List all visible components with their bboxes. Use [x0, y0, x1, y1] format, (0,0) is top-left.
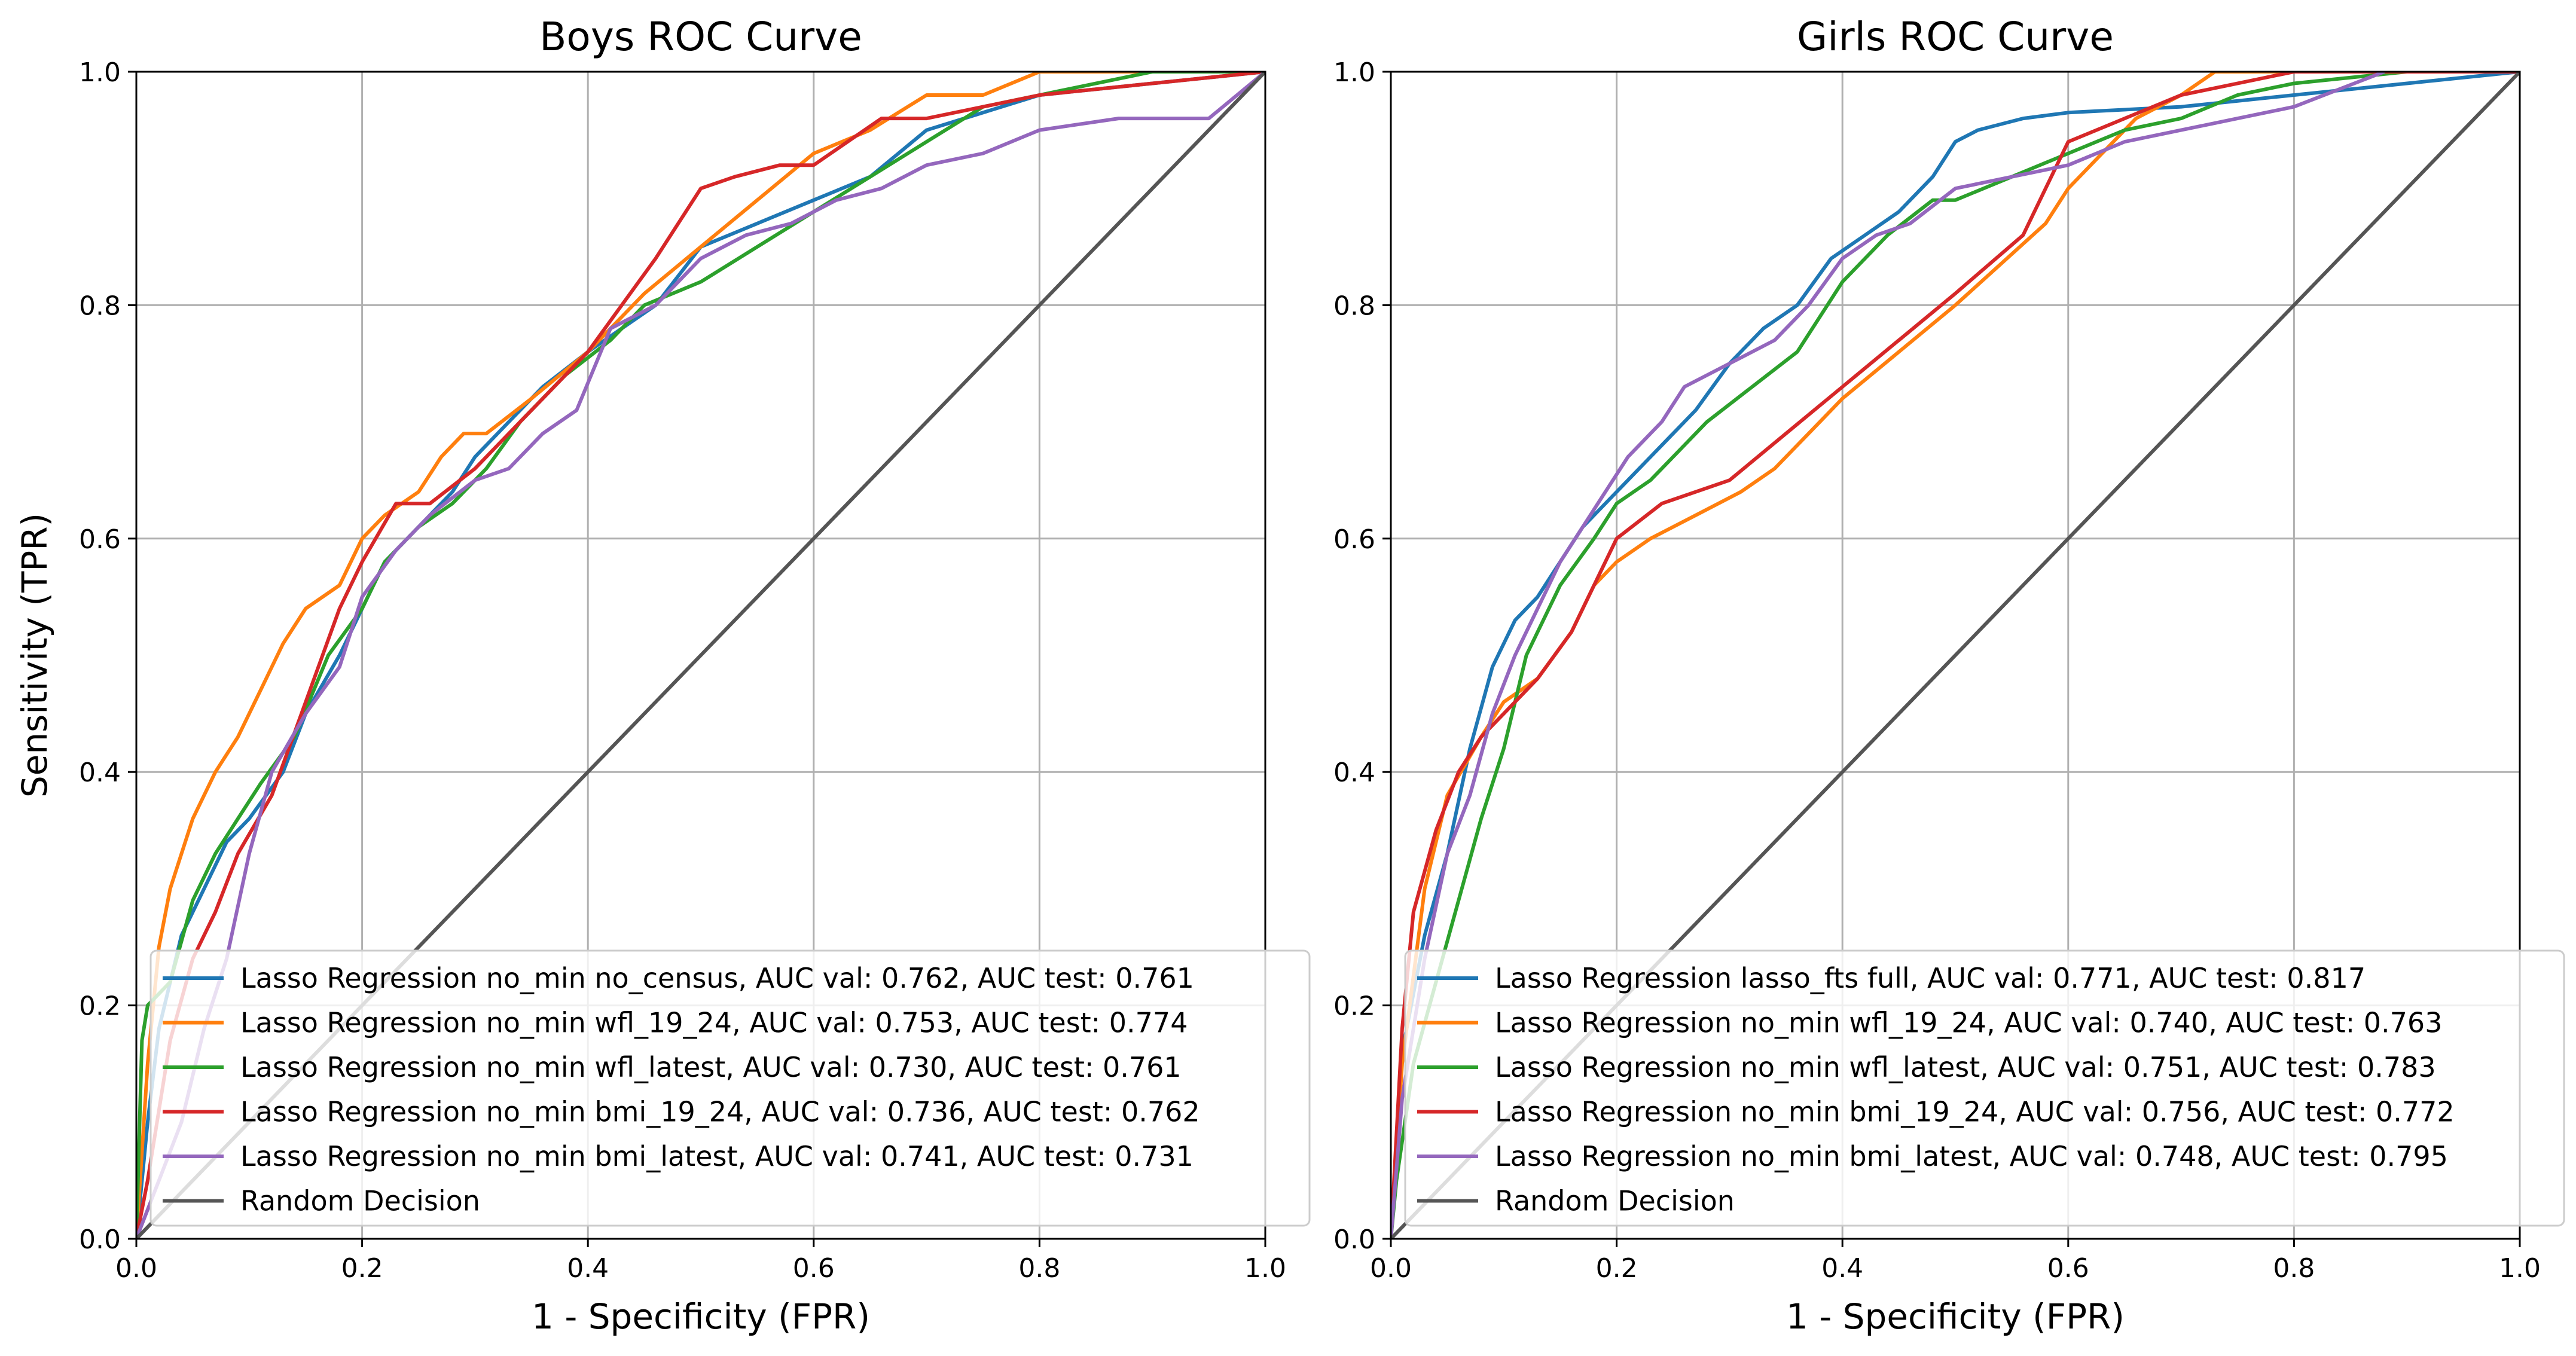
- y-tick-label: 0.2: [79, 991, 121, 1022]
- legend-entry-4: Lasso Regression no_min bmi_latest, AUC …: [1495, 1140, 2448, 1172]
- x-axis-label: 1 - Specificity (FPR): [1786, 1296, 2125, 1337]
- series-line-0: [1391, 72, 2520, 1239]
- y-tick-label: 1.0: [1333, 57, 1375, 88]
- y-tick-label: 0.2: [1333, 991, 1375, 1022]
- y-tick-label: 0.0: [79, 1224, 121, 1255]
- legend-entry-3: Lasso Regression no_min bmi_19_24, AUC v…: [240, 1096, 1200, 1128]
- x-tick-label: 0.6: [2047, 1253, 2089, 1284]
- legend-entry-2: Lasso Regression no_min wfl_latest, AUC …: [1495, 1051, 2436, 1083]
- y-tick-label: 0.4: [1333, 758, 1375, 788]
- y-axis-label: Sensitivity (TPR): [14, 513, 55, 798]
- series-line-3: [1391, 72, 2520, 1239]
- x-tick-label: 0.2: [341, 1253, 383, 1284]
- chart-title: Boys ROC Curve: [539, 14, 862, 60]
- x-tick-label: 0.4: [567, 1253, 609, 1284]
- y-tick-label: 1.0: [79, 57, 121, 88]
- y-tick-label: 0.6: [1333, 524, 1375, 555]
- legend-entry-1: Lasso Regression no_min wfl_19_24, AUC v…: [1495, 1007, 2442, 1039]
- legend-entry-4: Lasso Regression no_min bmi_latest, AUC …: [240, 1140, 1194, 1172]
- x-tick-label: 1.0: [1244, 1253, 1286, 1284]
- legend: Lasso Regression no_min no_census, AUC v…: [149, 949, 1311, 1227]
- y-tick-label: 0.4: [79, 758, 121, 788]
- legend-entry-5: Random Decision: [240, 1185, 480, 1217]
- series-line-4: [1391, 72, 2385, 1239]
- x-tick-label: 0.4: [1821, 1253, 1863, 1284]
- x-tick-label: 0.0: [115, 1253, 157, 1284]
- legend-entry-2: Lasso Regression no_min wfl_latest, AUC …: [240, 1051, 1182, 1083]
- legend-box: [1404, 949, 2565, 1227]
- y-tick-label: 0.8: [79, 291, 121, 321]
- series-line-2: [1391, 72, 2520, 1239]
- legend-entry-1: Lasso Regression no_min wfl_19_24, AUC v…: [240, 1007, 1188, 1039]
- x-tick-label: 0.6: [793, 1253, 835, 1284]
- legend-entry-0: Lasso Regression no_min no_census, AUC v…: [240, 962, 1194, 994]
- legend: Lasso Regression lasso_fts full, AUC val…: [1404, 949, 2565, 1227]
- legend-entry-5: Random Decision: [1495, 1185, 1735, 1217]
- series-line-3: [136, 72, 1265, 1239]
- x-axis-label: 1 - Specificity (FPR): [532, 1296, 870, 1337]
- x-tick-label: 0.2: [1596, 1253, 1638, 1284]
- x-tick-label: 0.8: [2273, 1253, 2315, 1284]
- axes-frame: [1390, 71, 2521, 1240]
- legend-box: [149, 949, 1311, 1227]
- y-tick-label: 0.0: [1333, 1224, 1375, 1255]
- x-tick-label: 0.8: [1018, 1253, 1060, 1284]
- x-tick-label: 0.0: [1370, 1253, 1412, 1284]
- series-line-1: [136, 72, 1265, 1239]
- girls-roc-panel: 0.0 0.2 0.4 0.6 0.8 1.0 0.0 0.2 0.4 0.6 0.8 1.0 Girl…: [1333, 14, 2565, 1337]
- boys-roc-panel: 0.0 0.2 0.4 0.6 0.8 1.0 0.0 0.2 0.4 0.6 0.8 1.0 Boys…: [14, 14, 1311, 1337]
- x-tick-label: 1.0: [2499, 1253, 2541, 1284]
- series-line-0: [136, 72, 1265, 1239]
- chart-title: Girls ROC Curve: [1797, 14, 2114, 60]
- y-tick-label: 0.8: [1333, 291, 1375, 321]
- y-tick-label: 0.6: [79, 524, 121, 555]
- series-line-4: [136, 72, 1265, 1239]
- axes-frame: [135, 71, 1266, 1240]
- legend-entry-0: Lasso Regression lasso_fts full, AUC val…: [1495, 962, 2366, 994]
- legend-entry-3: Lasso Regression no_min bmi_19_24, AUC v…: [1495, 1096, 2455, 1128]
